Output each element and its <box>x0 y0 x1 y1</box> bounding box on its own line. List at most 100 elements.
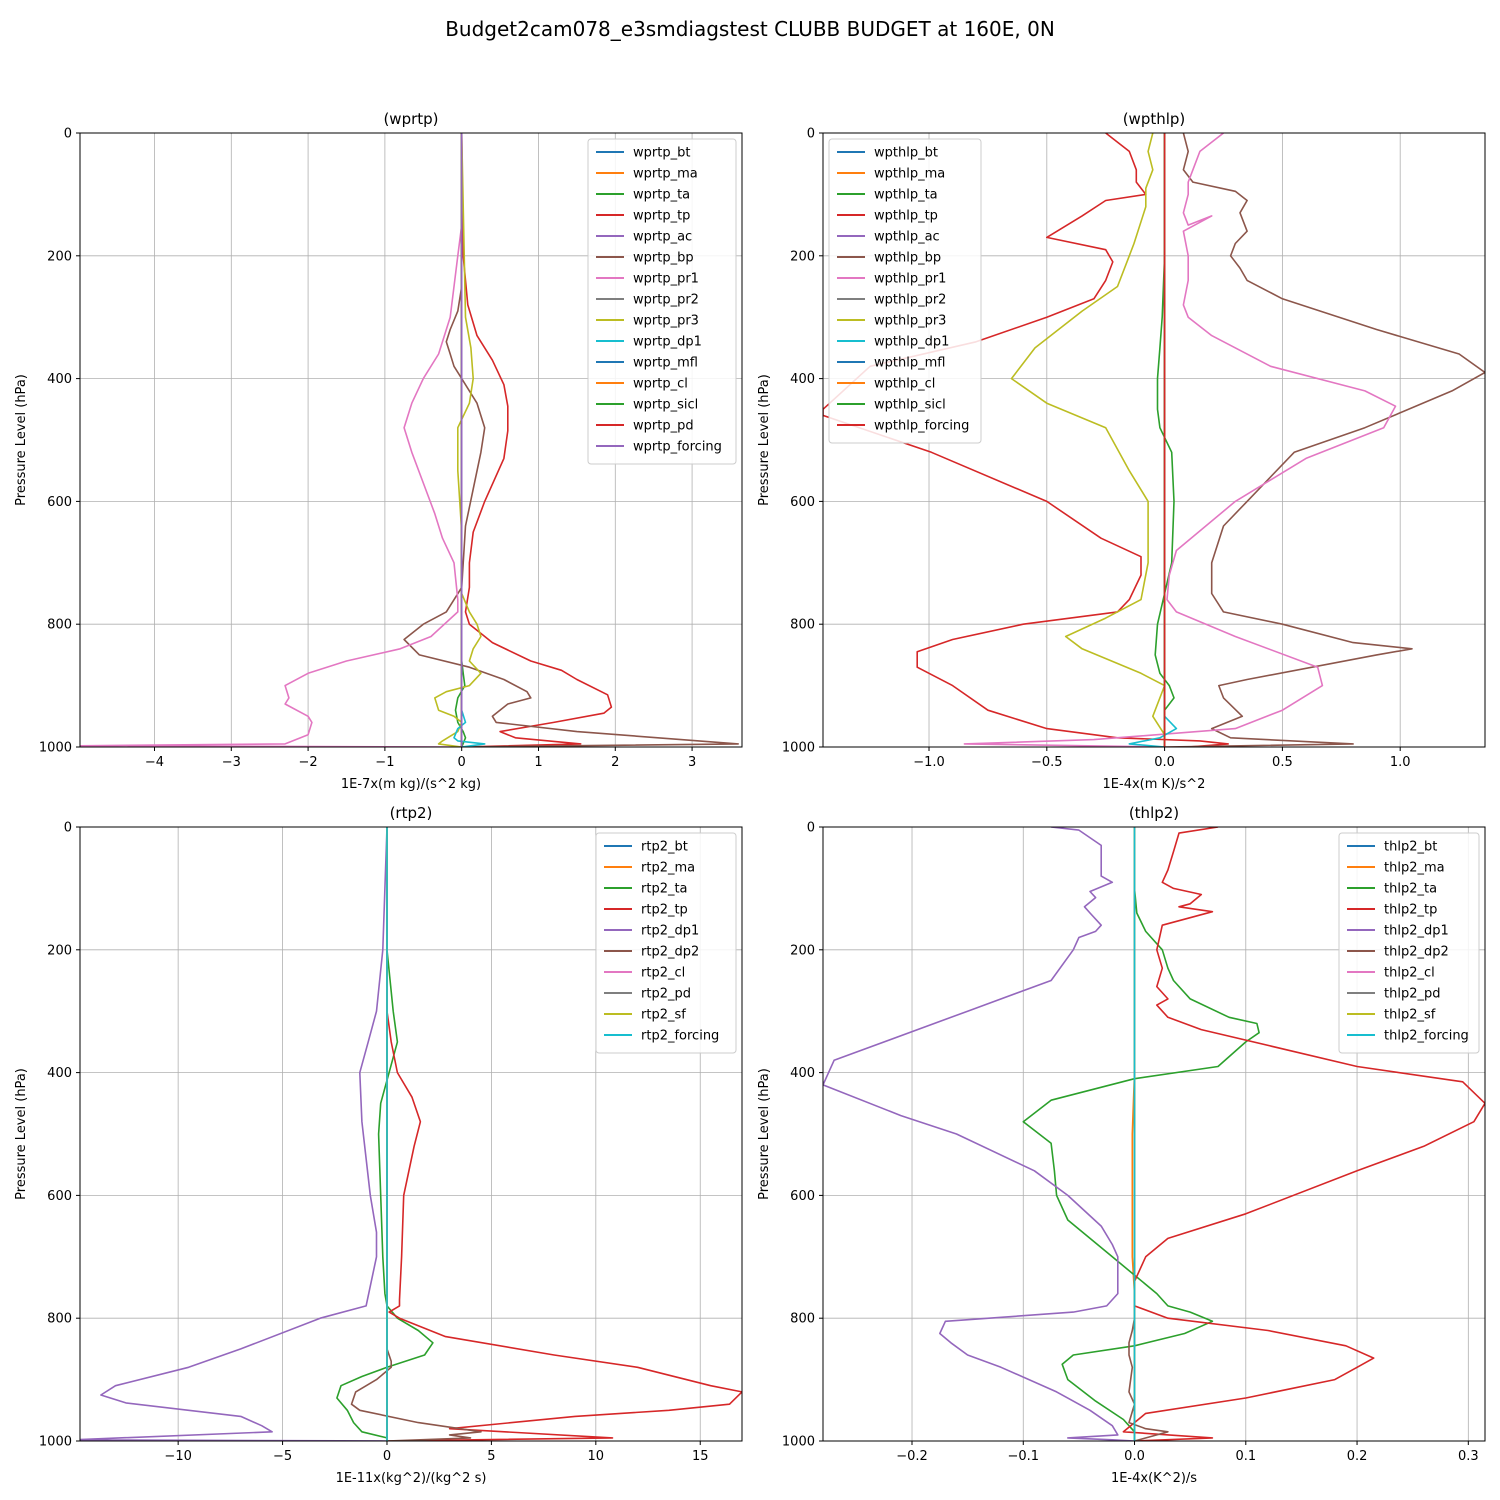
legend-label: wpthlp_pr2 <box>874 293 946 308</box>
series-line-wpthlp_pr1 <box>963 133 1397 747</box>
panel-title: (wpthlp) <box>1123 110 1186 128</box>
legend-label: wprtp_pr1 <box>633 272 699 287</box>
legend-box <box>828 138 982 444</box>
y-tick-label: 0 <box>64 127 72 142</box>
legend: wprtp_bt wprtp_ma wprtp_ta wprtp_tp wprtp_ac… <box>587 138 737 465</box>
legend: thlp2_bt thlp2_ma thlp2_ta thlp2_tp thlp2_dp… <box>1338 832 1480 1054</box>
series-line-rtp2_ta <box>336 827 434 1441</box>
y-tick-label: 600 <box>790 1189 815 1204</box>
plot-frame <box>79 826 743 1442</box>
legend-label: wpthlp_ac <box>874 230 940 245</box>
x-tick-label: 10 <box>588 1449 605 1464</box>
chart-panel-2: −1.0 −0.5 0.0 0.5 1.0 0 200 400 600 800 1000 (wpthl… <box>757 110 1486 792</box>
x-tick-label: −0.2 <box>896 1449 928 1464</box>
legend-label: thlp2_sf <box>1384 1008 1436 1023</box>
y-tick-label: 0 <box>64 821 72 836</box>
x-tick-label: 1 <box>534 755 542 770</box>
legend-label: wprtp_forcing <box>633 440 722 455</box>
y-tick-label: 800 <box>47 618 72 633</box>
x-tick-label: −1.0 <box>913 755 945 770</box>
legend-label: wpthlp_pr3 <box>874 314 946 329</box>
chart-panel-3: −10 −5 0 5 10 15 0 200 400 600 800 1000 (rtp2) 1E-11x… <box>14 804 743 1486</box>
plot-frame <box>822 132 1486 748</box>
legend-label: wpthlp_bt <box>874 146 938 161</box>
y-tick-label: 1000 <box>39 1435 72 1450</box>
legend-label: wpthlp_forcing <box>874 419 969 434</box>
y-tick-label: 600 <box>47 495 72 510</box>
x-axis-label: 1E-7x(m kg)/(s^2 kg) <box>341 777 481 792</box>
x-tick-label: 2 <box>611 755 619 770</box>
legend-label: rtp2_forcing <box>641 1029 719 1044</box>
legend-label: rtp2_sf <box>641 1008 686 1023</box>
series-line-wpthlp_pr3 <box>1010 133 1166 747</box>
plot-frame <box>822 826 1486 1442</box>
y-tick-label: 400 <box>47 372 72 387</box>
legend-label: wprtp_mfl <box>633 356 698 371</box>
legend-label: thlp2_dp2 <box>1384 945 1449 960</box>
legend-label: wpthlp_sicl <box>874 398 946 413</box>
y-tick-label: 800 <box>47 1312 72 1327</box>
y-tick-label: 0 <box>807 127 815 142</box>
legend-label: rtp2_bt <box>641 840 688 855</box>
legend-label: rtp2_cl <box>641 966 685 981</box>
series-line-rtp2_tp <box>386 827 742 1441</box>
legend-label: wpthlp_bp <box>874 251 941 266</box>
chart-panel-1: −4 −3 −2 −1 0 1 2 3 0 200 400 600 800 1000 (wprtp) 1E-7… <box>14 110 743 792</box>
y-tick-label: 600 <box>790 495 815 510</box>
x-tick-label: 0.2 <box>1347 1449 1368 1464</box>
panel-title: (thlp2) <box>1129 804 1179 822</box>
x-tick-label: −1 <box>375 755 394 770</box>
x-tick-label: 0.0 <box>1124 1449 1145 1464</box>
panel-title: (rtp2) <box>390 804 433 822</box>
legend-label: wprtp_cl <box>633 377 688 392</box>
x-tick-label: 1.0 <box>1390 755 1411 770</box>
x-tick-label: 0.1 <box>1235 1449 1256 1464</box>
x-tick-label: 0 <box>383 1449 391 1464</box>
series-line-wpthlp_bp <box>1164 133 1485 747</box>
plot-frame <box>79 132 743 748</box>
series-line-thlp2_ta <box>1022 827 1260 1441</box>
series-line-wprtp_pr3 <box>433 133 482 747</box>
panel-title: (wprtp) <box>383 110 438 128</box>
y-axis-label: Pressure Level (hPa) <box>14 1068 29 1200</box>
legend-label: wpthlp_ma <box>874 167 945 182</box>
legend-label: thlp2_pd <box>1384 987 1440 1002</box>
y-axis-label: Pressure Level (hPa) <box>14 374 29 506</box>
legend-label: wprtp_pr2 <box>633 293 699 308</box>
y-tick-label: 200 <box>790 249 815 264</box>
legend-label: thlp2_tp <box>1384 903 1437 918</box>
legend-label: wpthlp_ta <box>874 188 938 203</box>
x-tick-label: −5 <box>273 1449 292 1464</box>
y-tick-label: 200 <box>47 249 72 264</box>
figure-title: Budget2cam078_e3smdiagstest CLUBB BUDGET… <box>445 17 1055 41</box>
x-tick-label: −0.5 <box>1031 755 1063 770</box>
legend-label: wprtp_pr3 <box>633 314 699 329</box>
x-tick-label: 15 <box>692 1449 709 1464</box>
legend-label: wprtp_ma <box>633 167 698 182</box>
y-tick-label: 400 <box>790 1066 815 1081</box>
y-axis-label: Pressure Level (hPa) <box>757 1068 772 1200</box>
legend-label: rtp2_pd <box>641 987 691 1002</box>
legend-label: rtp2_ma <box>641 861 695 876</box>
y-tick-label: 200 <box>47 943 72 958</box>
x-axis-label: 1E-4x(K^2)/s <box>1111 1471 1197 1486</box>
x-tick-label: 0.0 <box>1154 755 1175 770</box>
legend-label: thlp2_dp1 <box>1384 924 1449 939</box>
legend-label: wprtp_ac <box>633 230 692 245</box>
y-tick-label: 1000 <box>782 741 815 756</box>
legend-label: wprtp_bp <box>633 251 694 266</box>
y-tick-label: 600 <box>47 1189 72 1204</box>
x-tick-label: −3 <box>222 755 241 770</box>
legend-label: rtp2_dp1 <box>641 924 699 939</box>
legend: wpthlp_bt wpthlp_ma wpthlp_ta wpthlp_tpwpth… <box>828 138 982 444</box>
legend-label: wpthlp_pr1 <box>874 272 946 287</box>
y-tick-label: 400 <box>47 1066 72 1081</box>
legend-label: rtp2_ta <box>641 882 688 897</box>
x-tick-label: 0.5 <box>1272 755 1293 770</box>
legend-label: thlp2_bt <box>1384 840 1437 855</box>
y-tick-label: 800 <box>790 618 815 633</box>
legend-label: wprtp_tp <box>633 209 690 224</box>
legend-label: wpthlp_dp1 <box>874 335 949 350</box>
y-tick-label: 400 <box>790 372 815 387</box>
